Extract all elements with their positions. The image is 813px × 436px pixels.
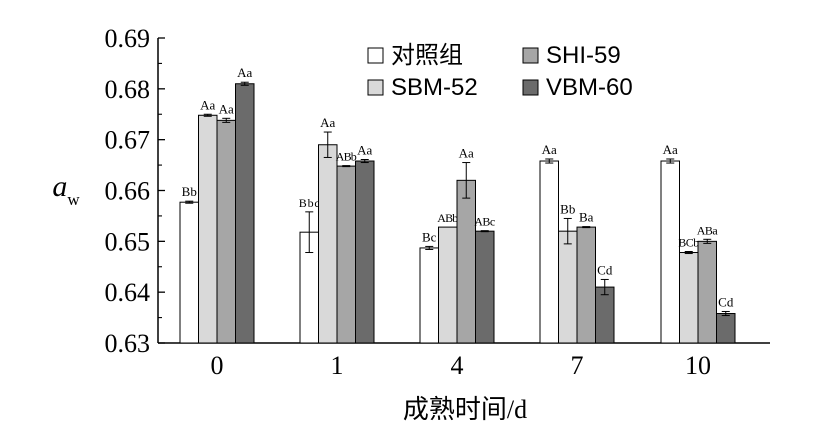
- axes: 0.63 0.64 0.65 0.66 0.67 0.68 0.69 0 1 4 7 10: [105, 24, 770, 380]
- data-label: Bc: [422, 229, 437, 244]
- bar: [697, 240, 717, 344]
- y-tick-label: 0.67: [105, 126, 151, 155]
- data-label: Aa: [459, 146, 474, 161]
- legend-label: 对照组: [391, 42, 463, 69]
- x-axis-label: 成熟时间/d: [403, 395, 527, 424]
- y-tick-label: 0.63: [105, 329, 151, 358]
- x-tick-label: 7: [571, 351, 584, 380]
- bar: [558, 230, 578, 344]
- x-tick-label: 0: [211, 351, 224, 380]
- y-tick-label: 0.68: [105, 75, 151, 104]
- y-tick-label: 0.65: [105, 227, 151, 256]
- bar: [179, 201, 199, 344]
- data-label: Aa: [542, 142, 557, 157]
- data-label: Bb: [182, 184, 197, 199]
- legend-label: SHI-59: [546, 42, 621, 69]
- bar: [716, 313, 736, 344]
- y-tick-label: 0.64: [105, 278, 151, 307]
- x-tick-label: 4: [451, 351, 464, 380]
- bar: [336, 165, 356, 344]
- y-tick-label: 0.69: [105, 24, 151, 53]
- data-label: Aa: [237, 65, 252, 80]
- data-label: ABb: [336, 150, 357, 164]
- data-label: Ba: [579, 210, 594, 225]
- data-label: ABc: [474, 215, 495, 229]
- x-tick-label: 10: [685, 351, 711, 380]
- data-label: ABb: [437, 211, 458, 225]
- legend-label: VBM-60: [546, 74, 633, 101]
- data-label: Aa: [200, 97, 215, 112]
- y-axis-label: aw: [52, 170, 80, 209]
- legend-swatch: [522, 47, 539, 64]
- bar: [198, 114, 218, 344]
- data-label: BCb: [678, 236, 699, 250]
- bar: [318, 144, 338, 344]
- data-label: Aa: [320, 115, 335, 130]
- bar: [679, 252, 699, 344]
- bar: [475, 230, 495, 344]
- bar: [355, 160, 375, 344]
- data-label: Aa: [357, 142, 372, 157]
- data-label: Aa: [219, 101, 234, 116]
- data-label: Aa: [663, 142, 678, 157]
- bar: [539, 160, 559, 344]
- data-label: ABa: [697, 223, 719, 237]
- bar: [456, 179, 476, 344]
- y-tick-label: 0.66: [105, 177, 151, 206]
- data-label: Cd: [718, 294, 734, 309]
- bar: [595, 286, 615, 344]
- legend-swatch: [367, 47, 384, 64]
- legend-swatch: [522, 79, 539, 96]
- bar: [438, 226, 458, 344]
- data-label: Bbc: [299, 196, 320, 210]
- bar: [419, 247, 439, 344]
- data-label: Bb: [560, 201, 575, 216]
- legend-label: SBM-52: [391, 74, 478, 101]
- legend-swatch: [367, 79, 384, 96]
- legend: 对照组 SHI-59 SBM-52 VBM-60: [367, 42, 633, 101]
- bar: [235, 83, 255, 344]
- data-label: Cd: [597, 262, 613, 277]
- bar: [216, 119, 236, 344]
- bar: [660, 160, 680, 344]
- bar: [576, 226, 596, 344]
- x-tick-label: 1: [331, 351, 344, 380]
